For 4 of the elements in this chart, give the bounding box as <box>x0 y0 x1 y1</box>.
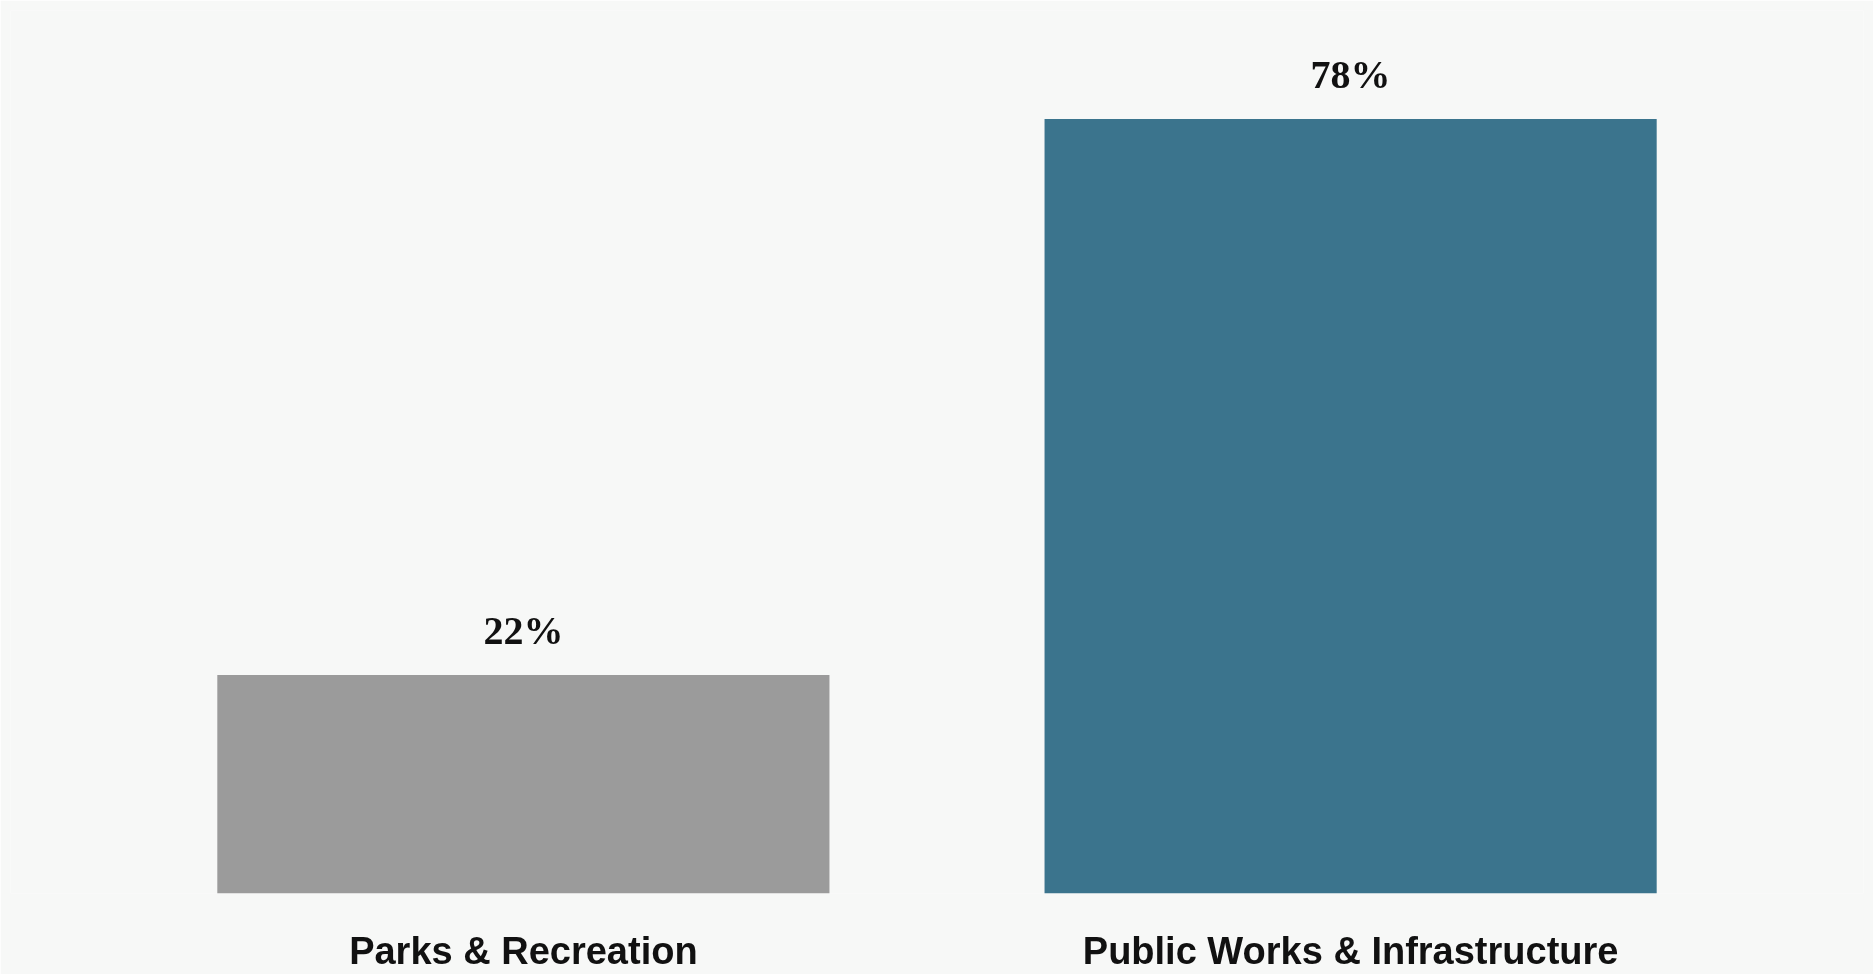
x-tick-label: Public Works & Infrastructure <box>1082 929 1619 972</box>
data-label: 78% <box>1310 51 1391 97</box>
x-tick-label: Parks & Recreation <box>349 929 698 972</box>
data-label: 22% <box>483 608 564 654</box>
